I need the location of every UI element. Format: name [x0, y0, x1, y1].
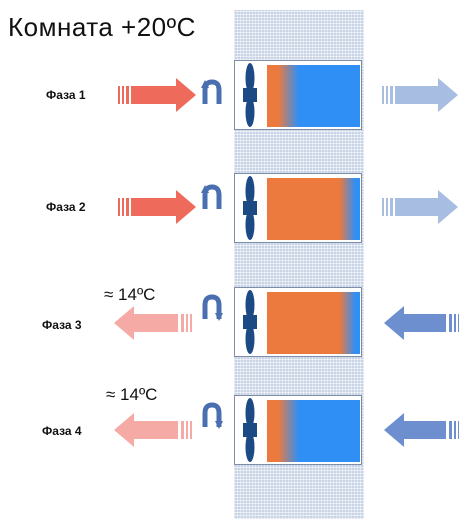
- phase-3-ceramic-accumulator: [267, 292, 360, 354]
- phase-4-ventilator-module: [234, 395, 362, 465]
- phase-1-indoor-arrow-in: [118, 78, 196, 112]
- phase-2-indoor-arrow-in: [118, 190, 196, 224]
- phase-4-label: Фаза 4: [42, 424, 82, 438]
- phase-2-ceramic-accumulator: [267, 178, 360, 240]
- phase-3-temperature: ≈ 14ºC: [104, 285, 156, 304]
- phase-4-indoor-arrow-out: [114, 413, 192, 447]
- fan-icon: [243, 290, 257, 354]
- phase-2-outdoor-arrow-out: [382, 190, 458, 224]
- fan-icon: [243, 398, 257, 462]
- phase-2-airflow-icon: [201, 184, 222, 209]
- phase-4-temperature: ≈ 14ºC: [106, 385, 158, 404]
- fan-icon: [243, 176, 257, 240]
- phase-4-outdoor-arrow-in: [384, 413, 459, 447]
- phase-3-airflow-icon: [202, 294, 223, 321]
- phase-1-ceramic-accumulator: [267, 65, 360, 127]
- fan-icon: [243, 63, 257, 127]
- phase-2-ventilator-module: [234, 173, 362, 243]
- room-temperature-title: Комната +20ºC: [8, 12, 196, 42]
- phase-4-ceramic-accumulator: [267, 400, 360, 462]
- phase-3-indoor-arrow-out: [114, 306, 192, 340]
- phase-3-outdoor-arrow-in: [384, 306, 459, 340]
- phase-1-airflow-icon: [201, 79, 222, 104]
- phase-2-label: Фаза 2: [46, 200, 86, 214]
- phase-3-ventilator-module: [234, 287, 362, 357]
- phase-1-ventilator-module: [234, 60, 362, 130]
- phase-4-airflow-icon: [202, 402, 223, 429]
- phase-1-outdoor-arrow-out: [382, 78, 458, 112]
- phase-1-label: Фаза 1: [46, 88, 86, 102]
- phase-3-label: Фаза 3: [42, 318, 82, 332]
